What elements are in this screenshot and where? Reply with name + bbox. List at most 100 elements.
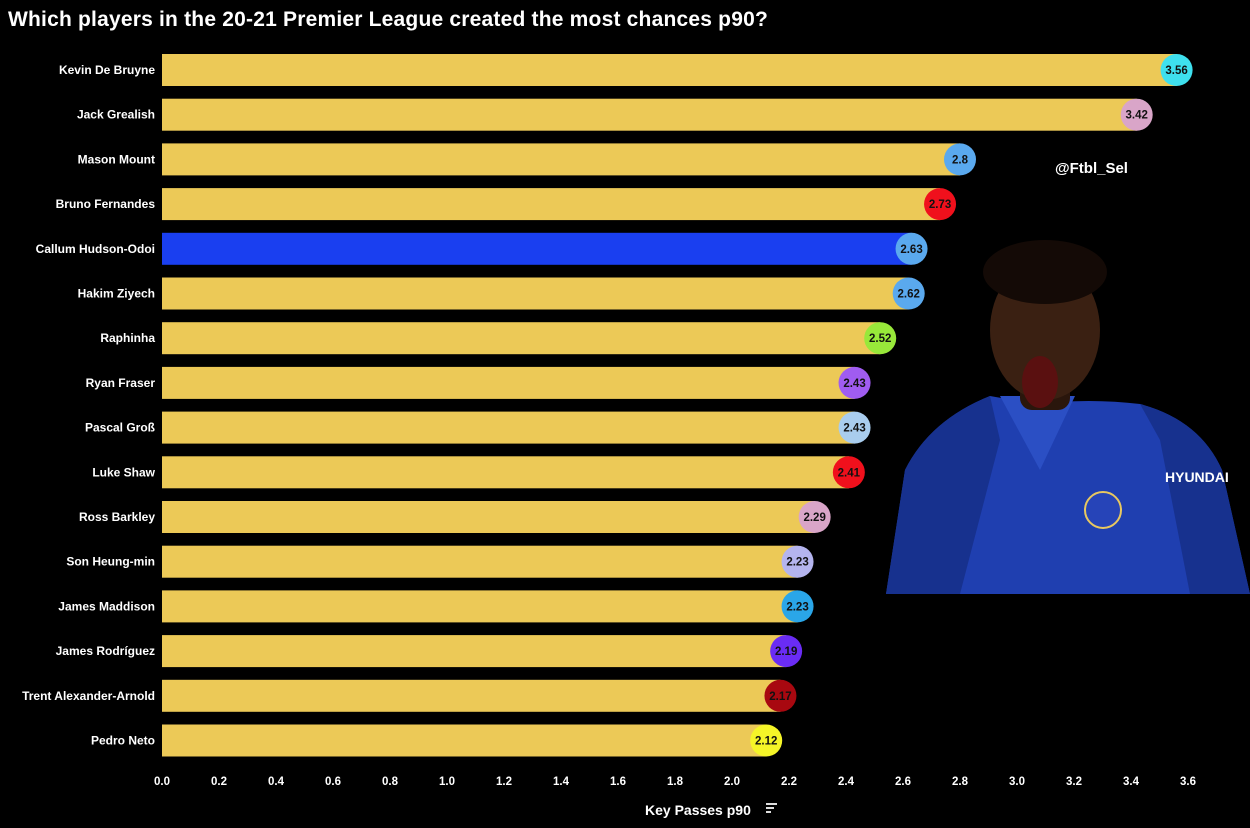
- watermark-handle: @Ftbl_Sel: [1055, 160, 1128, 177]
- x-tick-label: 3.6: [1180, 776, 1196, 788]
- value-label: 3.56: [1165, 65, 1187, 77]
- bar-row: Pedro Neto 2.12: [91, 724, 783, 757]
- category-label: Bruno Fernandes: [56, 197, 156, 211]
- value-label: 2.41: [838, 467, 861, 479]
- value-marker: [924, 188, 957, 221]
- category-label: Jack Grealish: [77, 108, 155, 122]
- category-label: Callum Hudson-Odoi: [36, 242, 155, 256]
- bar-row: Hakim Ziyech 2.62: [78, 277, 925, 310]
- category-label: Trent Alexander-Arnold: [22, 689, 155, 703]
- value-label: 2.73: [929, 199, 951, 211]
- value-marker: [770, 635, 803, 668]
- x-axis-title: Key Passes p90: [645, 802, 751, 818]
- bar: [162, 679, 781, 712]
- value-marker: [838, 411, 871, 444]
- bars-group: Kevin De Bruyne 3.56 Jack Grealish 3.42 Maso…: [22, 54, 1193, 757]
- bar: [162, 322, 881, 355]
- value-marker: [798, 501, 831, 533]
- value-marker: [764, 679, 797, 712]
- x-tick-label: 0.2: [211, 776, 227, 788]
- value-label: 2.43: [843, 423, 865, 435]
- value-marker: [781, 545, 814, 578]
- value-label: 2.12: [755, 736, 777, 748]
- bar-row: Trent Alexander-Arnold 2.17: [22, 679, 797, 712]
- x-tick-label: 1.6: [610, 776, 626, 788]
- x-tick-label: 2.0: [724, 776, 740, 788]
- bar: [162, 366, 855, 399]
- value-marker: [1160, 54, 1193, 86]
- x-tick-label: 1.4: [553, 776, 570, 788]
- value-label: 2.62: [898, 289, 920, 301]
- bar-row: Jack Grealish 3.42: [77, 98, 1153, 131]
- value-label: 2.17: [769, 691, 791, 703]
- x-tick-label: 0.6: [325, 776, 341, 788]
- chart-title: Which players in the 20-21 Premier Leagu…: [8, 8, 768, 31]
- bar: [162, 411, 855, 444]
- bar-row: Callum Hudson-Odoi 2.63: [36, 232, 928, 265]
- bar: [162, 188, 941, 221]
- category-label: James Rodríguez: [56, 644, 155, 658]
- bar: [162, 456, 849, 489]
- bar-row: Ryan Fraser 2.43: [86, 366, 871, 399]
- category-label: Son Heung-min: [66, 555, 155, 569]
- x-tick-label: 3.0: [1009, 776, 1025, 788]
- bar-row: Ross Barkley 2.29: [79, 501, 831, 533]
- value-marker: [781, 590, 814, 623]
- player-photo: HYUNDAI: [886, 240, 1250, 594]
- value-marker: [1120, 98, 1153, 131]
- bar: [162, 277, 909, 310]
- bar: [162, 724, 767, 757]
- bar-row: Kevin De Bruyne 3.56: [59, 54, 1193, 86]
- value-label: 2.8: [952, 154, 969, 166]
- value-label: 2.52: [869, 333, 891, 345]
- filter-icon: [766, 803, 777, 813]
- x-tick-label: 3.4: [1123, 776, 1140, 788]
- x-tick-label: 0.4: [268, 776, 285, 788]
- value-marker: [944, 143, 976, 176]
- x-tick-label: 2.4: [838, 776, 855, 788]
- x-tick-label: 1.0: [439, 776, 455, 788]
- bar-row: Luke Shaw 2.41: [92, 456, 865, 489]
- x-tick-label: 0.8: [382, 776, 399, 788]
- svg-text:HYUNDAI: HYUNDAI: [1165, 469, 1229, 485]
- bar: [162, 232, 912, 265]
- value-label: 2.63: [900, 244, 922, 256]
- bar: [162, 545, 798, 578]
- value-label: 2.19: [775, 646, 797, 658]
- category-label: Raphinha: [100, 331, 155, 345]
- category-label: Kevin De Bruyne: [59, 63, 155, 77]
- value-label: 2.23: [786, 557, 808, 569]
- bar-row: James Maddison 2.23: [58, 590, 814, 623]
- value-marker: [892, 277, 925, 310]
- value-label: 2.43: [843, 378, 865, 390]
- value-marker: [832, 456, 865, 489]
- category-label: Pascal Groß: [85, 421, 155, 435]
- value-marker: [864, 322, 897, 355]
- value-marker: [895, 232, 928, 265]
- x-tick-label: 2.2: [781, 776, 797, 788]
- bar-row: Pascal Groß 2.43: [85, 411, 871, 444]
- x-axis: 0.0 0.2 0.4 0.6 0.8 1.0 1.2 1.4 1.6 1.8 2.0 2.2 2.4 2…: [154, 776, 1196, 788]
- category-label: James Maddison: [58, 599, 155, 613]
- category-label: Pedro Neto: [91, 734, 155, 748]
- category-label: Luke Shaw: [92, 465, 155, 479]
- category-label: Ross Barkley: [79, 510, 155, 524]
- value-marker: [838, 366, 871, 399]
- category-label: Hakim Ziyech: [78, 287, 155, 301]
- bar: [162, 98, 1137, 131]
- value-label: 2.23: [786, 601, 808, 613]
- x-tick-label: 1.2: [496, 776, 512, 788]
- x-tick-label: 1.8: [667, 776, 684, 788]
- x-tick-label: 2.8: [952, 776, 969, 788]
- value-label: 3.42: [1126, 110, 1148, 122]
- bar-row: Son Heung-min 2.23: [66, 545, 814, 578]
- bar: [162, 501, 815, 533]
- value-marker: [750, 724, 783, 757]
- bar-row: Bruno Fernandes 2.73: [56, 188, 957, 221]
- x-tick-label: 0.0: [154, 776, 170, 788]
- bar: [162, 590, 798, 623]
- bar-row: Raphinha 2.52: [100, 322, 897, 355]
- bar: [162, 635, 787, 668]
- category-label: Mason Mount: [78, 152, 155, 166]
